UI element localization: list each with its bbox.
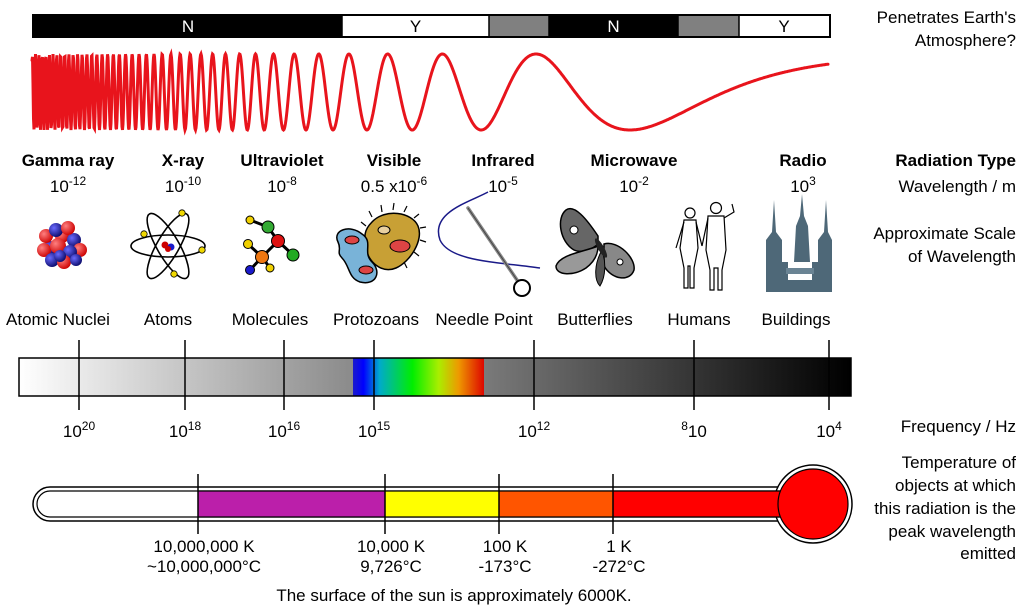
temperature-celsius: -272°C	[592, 557, 645, 576]
frequency-tick-label: 810	[681, 419, 707, 441]
temperature-label-line4: peak wavelength	[888, 522, 1016, 541]
scale-label-atoms: Atoms	[144, 310, 192, 329]
radiation-type-label: Radiation Type	[895, 151, 1016, 170]
scale-label-butterflies: Butterflies	[557, 310, 633, 329]
temperature-celsius: 9,726°C	[360, 557, 422, 576]
scale-label-molecules: Molecules	[232, 310, 309, 329]
scale-label-line1: Approximate Scale	[873, 224, 1016, 243]
scale-label-needle-point: Needle Point	[435, 310, 533, 329]
wavelength-value: 10-8	[267, 174, 297, 196]
thermometer-segment	[385, 491, 499, 517]
atmosphere-segment	[489, 16, 549, 36]
scale-label-humans: Humans	[667, 310, 730, 329]
atmosphere-segment-label: N	[182, 17, 194, 36]
wavelength-value: 103	[790, 174, 816, 196]
frequency-tick-label: 1016	[268, 419, 301, 441]
thermometer-segment	[499, 491, 613, 517]
wavelength-value: 0.5 x10-6	[361, 174, 428, 196]
frequency-tick-label: 1012	[518, 419, 551, 441]
radiation-types: Gamma ray 10-12 X-ray 10-10 Ultraviolet 10-8 V…	[22, 151, 827, 196]
buildings-icon	[766, 194, 832, 292]
thermometer-segment	[198, 491, 385, 517]
butterfly-icon	[555, 207, 635, 287]
atom-icon	[130, 209, 206, 280]
wavelength-label: Wavelength / m	[899, 177, 1016, 196]
scale-label-buildings: Buildings	[762, 310, 831, 329]
atmosphere-segment-label: Y	[410, 17, 421, 36]
thermometer-bulb-neck	[790, 492, 814, 516]
protozoan-icon	[336, 202, 427, 284]
frequency-tick-label: 104	[816, 419, 842, 441]
temperature-label-line2: objects at which	[895, 476, 1016, 495]
radiation-name: Infrared	[471, 151, 534, 170]
thermometer-segment	[613, 491, 800, 517]
temperature-kelvin: 100 K	[483, 537, 528, 556]
atmosphere-segment	[549, 16, 678, 36]
temperature-celsius: -173°C	[478, 557, 531, 576]
atomic-nucleus-icon	[37, 221, 87, 269]
atmosphere-segment	[739, 16, 829, 36]
atmosphere-label-line1: Penetrates Earth's	[877, 8, 1016, 27]
wavelength-value: 10-2	[619, 174, 649, 196]
atmosphere-segment	[342, 16, 489, 36]
atmosphere-segment	[678, 16, 739, 36]
temperature-label-line5: emitted	[960, 544, 1016, 563]
wavelength-value: 10-10	[165, 174, 202, 196]
scale-label-protozoans: Protozoans	[333, 310, 419, 329]
radiation-name: Visible	[367, 151, 422, 170]
radiation-name: Gamma ray	[22, 151, 115, 170]
wavelength-value: 10-5	[488, 174, 518, 196]
frequency-tick-label: 1018	[169, 419, 202, 441]
temperature-kelvin: 10,000 K	[357, 537, 426, 556]
temperature-kelvin: 1 K	[606, 537, 632, 556]
temperature-label-line1: Temperature of	[902, 453, 1017, 472]
needle-icon	[437, 191, 541, 297]
molecule-icon	[243, 215, 300, 275]
frequency-ticks: 1020 1018 1016 1015 1012 810 104	[63, 340, 842, 441]
scale-label-line2: of Wavelength	[908, 247, 1016, 266]
temperature-celsius: ~10,000,000°C	[147, 557, 261, 576]
humans-icon	[675, 201, 735, 291]
radiation-name: Radio	[779, 151, 826, 170]
frequency-label: Frequency / Hz	[901, 417, 1016, 436]
atmosphere-segment	[34, 16, 342, 36]
atmosphere-segment-label: N	[607, 17, 619, 36]
atmosphere-label-line2: Atmosphere?	[915, 31, 1016, 50]
frequency-tick-label: 1015	[358, 419, 391, 441]
frequency-spectrum-bar	[18, 357, 852, 397]
thermometer	[32, 464, 853, 544]
atmosphere-segment-label: Y	[778, 17, 789, 36]
wavelength-value: 10-12	[50, 174, 87, 196]
wavelength-wave	[30, 48, 830, 136]
radiation-name: X-ray	[162, 151, 205, 170]
scale-label-atomic-nuclei: Atomic Nuclei	[6, 310, 110, 329]
temperature-label-line3: this radiation is the	[874, 499, 1016, 518]
temperature-ticks: 10,000,000 K~10,000,000°C 10,000 K9,726°C…	[147, 474, 646, 576]
frequency-tick-label: 1020	[63, 419, 96, 441]
radiation-name: Microwave	[591, 151, 678, 170]
temperature-kelvin: 10,000,000 K	[153, 537, 255, 556]
sun-surface-note: The surface of the sun is approximately …	[276, 586, 631, 605]
radiation-name: Ultraviolet	[240, 151, 323, 170]
